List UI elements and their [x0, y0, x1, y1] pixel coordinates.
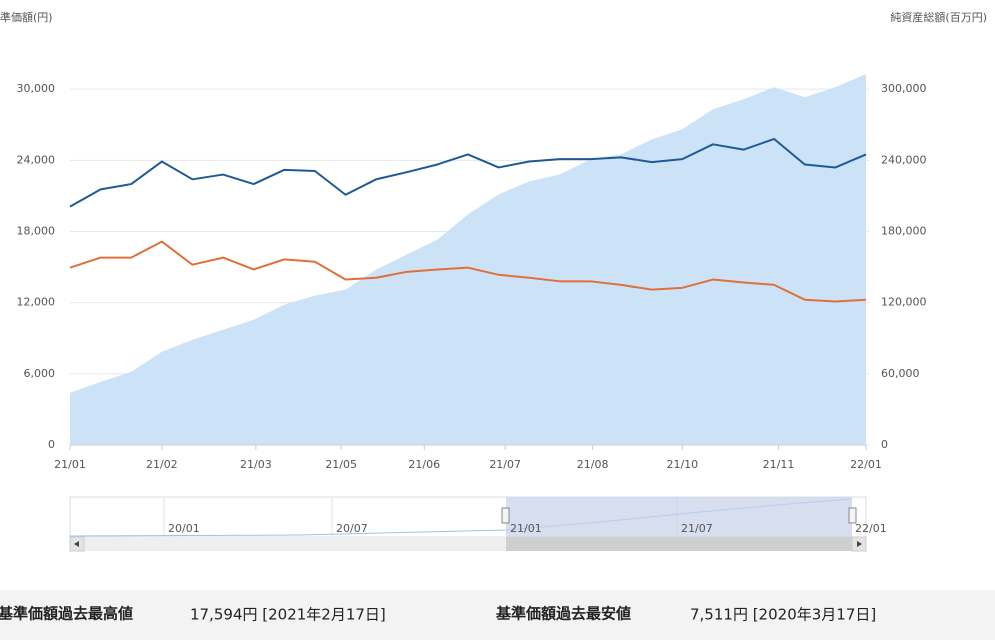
line	[69, 137, 867, 208]
y2-tick-label: 300,000	[881, 82, 927, 95]
navigator-selection[interactable]	[506, 497, 852, 537]
footer	[0, 590, 995, 640]
y-tick-label: 30,000	[17, 82, 56, 95]
area	[70, 74, 866, 445]
y2-tick-label: 0	[881, 438, 888, 451]
y-axis-title: 準価額(円)	[0, 10, 53, 24]
navigator-label: 22/01	[855, 522, 887, 535]
y2-tick-label: 120,000	[881, 296, 927, 309]
y-tick-label: 6,000	[24, 367, 56, 380]
x-tick-label: 21/08	[577, 458, 609, 471]
y2-tick-label: 180,000	[881, 225, 927, 238]
navigator-handle[interactable]	[848, 507, 857, 524]
x-tick-label: 21/06	[408, 458, 440, 471]
y-tick-label: 24,000	[17, 153, 56, 166]
navigator-label: 20/07	[336, 522, 368, 535]
x-tick-label: 21/07	[489, 458, 521, 471]
x-tick-label: 22/01	[850, 458, 882, 471]
scrollbar-thumb[interactable]	[506, 537, 852, 551]
max-value: 17,594円 [2021年2月17日]	[190, 606, 386, 624]
line	[69, 240, 867, 303]
min-label: 基準価額過去最安値	[495, 605, 631, 623]
y2-tick-label: 60,000	[881, 367, 920, 380]
x-tick-label: 21/11	[763, 458, 795, 471]
x-tick-label: 21/05	[325, 458, 357, 471]
y-tick-label: 12,000	[17, 296, 56, 309]
x-tick-label: 21/02	[146, 458, 178, 471]
min-value: 7,511円 [2020年3月17日]	[690, 606, 876, 624]
navigator-label: 21/07	[681, 522, 713, 535]
x-tick-label: 21/10	[666, 458, 698, 471]
max-label: 基準価額過去最高値	[0, 605, 133, 623]
y-tick-label: 0	[48, 438, 55, 451]
x-tick-label: 21/03	[240, 458, 272, 471]
x-tick-label: 21/01	[54, 458, 86, 471]
navigator-label: 21/01	[510, 522, 542, 535]
navigator-label: 20/01	[168, 522, 200, 535]
y2-axis-title: 純資産総額(百万円)	[890, 10, 987, 24]
navigator-handle[interactable]	[501, 507, 510, 524]
y-tick-label: 18,000	[17, 225, 56, 238]
y2-tick-label: 240,000	[881, 153, 927, 166]
